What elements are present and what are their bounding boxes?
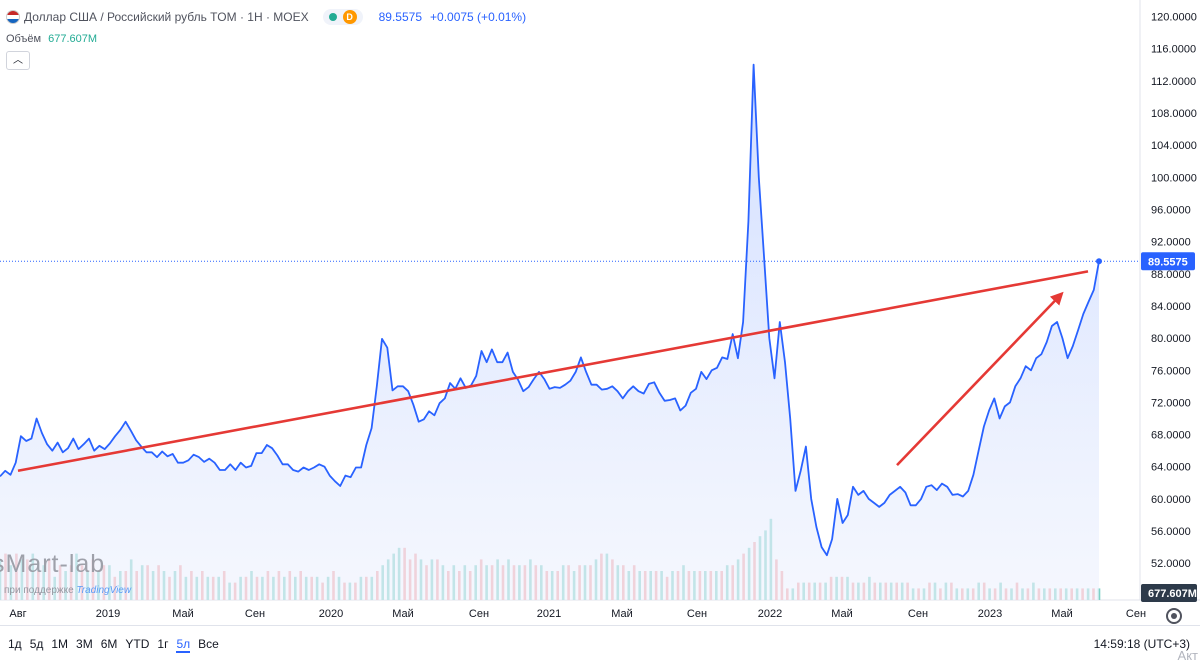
x-tick-label: Сен xyxy=(245,608,265,620)
y-tick-label: 96.0000 xyxy=(1151,204,1191,216)
x-tick-label: Май xyxy=(172,608,194,620)
volume-label: Объём xyxy=(6,33,42,45)
price-series-line xyxy=(0,63,1100,557)
volume-tag-text: 677.607M xyxy=(1148,588,1197,600)
volume-value: 677.607M xyxy=(48,33,98,45)
y-tick-label: 84.0000 xyxy=(1151,301,1191,313)
range-button-1г[interactable]: 1г xyxy=(157,637,169,651)
us-ru-flag-icon xyxy=(6,10,20,24)
y-axis-ticks[interactable]: 120.0000 116.0000 112.0000 108.0000 104.0000… xyxy=(1151,12,1197,571)
x-tick-label: 2022 xyxy=(758,608,782,620)
range-button-Все[interactable]: Все xyxy=(198,637,219,651)
trend-lines[interactable] xyxy=(17,270,1089,473)
powered-by: при поддержке TradingView xyxy=(4,585,131,596)
price-change: +0.0075 (+0.01%) xyxy=(430,10,527,24)
range-button-1д[interactable]: 1д xyxy=(8,637,22,651)
range-selector[interactable]: 1д 5д 1М 3М 6М YTD 1г 5л Все xyxy=(8,637,227,653)
price-area xyxy=(0,64,1099,600)
clock[interactable]: 14:59:18 (UTC+3) xyxy=(1093,637,1190,651)
trend-arrow[interactable] xyxy=(896,291,1064,467)
y-tick-label: 104.0000 xyxy=(1151,140,1197,152)
x-tick-label: Сен xyxy=(687,608,707,620)
volume-legend: Объём 677.607M xyxy=(6,33,97,45)
price-line xyxy=(0,63,1140,557)
y-tick-label: 56.0000 xyxy=(1151,526,1191,538)
x-tick-label: Сен xyxy=(908,608,928,620)
y-tick-label: 72.0000 xyxy=(1151,397,1191,409)
gear-icon[interactable] xyxy=(1166,608,1182,624)
x-tick-label: 2019 xyxy=(96,608,120,620)
y-tick-label: 120.0000 xyxy=(1151,12,1197,24)
y-tick-label: 52.0000 xyxy=(1151,558,1191,570)
y-tick-label: 76.0000 xyxy=(1151,365,1191,377)
y-tick-label: 60.0000 xyxy=(1151,494,1191,506)
range-button-6М[interactable]: 6М xyxy=(100,637,118,651)
last-price-tag xyxy=(1141,252,1195,271)
collapse-legend-button[interactable]: ︿ xyxy=(6,51,30,70)
y-tick-label: 108.0000 xyxy=(1151,108,1197,120)
last-price-labels: 89.5575 677.607M xyxy=(1141,252,1197,602)
x-axis-ticks[interactable]: Авг 2019 Май Сен 2020 Май Сен 2021 Май Сен 2022 Май… xyxy=(9,608,1146,620)
x-tick-label: Май xyxy=(611,608,633,620)
market-status[interactable]: D xyxy=(322,9,363,25)
x-tick-label: Май xyxy=(831,608,853,620)
powered-brand: TradingView xyxy=(76,585,132,596)
x-tick-label: 2020 xyxy=(319,608,343,620)
delay-badge: D xyxy=(342,10,357,24)
x-tick-label: Авг xyxy=(9,608,26,620)
y-tick-label: 64.0000 xyxy=(1151,462,1191,474)
chevron-up-icon: ︿ xyxy=(13,55,23,66)
y-tick-label: 80.0000 xyxy=(1151,333,1191,345)
x-tick-label: Май xyxy=(1051,608,1073,620)
last-price: 89.5575 xyxy=(378,10,423,24)
x-tick-label: 2021 xyxy=(537,608,561,620)
x-tick-label: Сен xyxy=(1126,608,1146,620)
x-tick-label: Май xyxy=(392,608,414,620)
y-tick-label: 68.0000 xyxy=(1151,430,1191,442)
range-button-YTD[interactable]: YTD xyxy=(125,637,150,651)
y-tick-label: 112.0000 xyxy=(1151,76,1196,88)
bottom-toolbar: 1д 5д 1М 3М 6М YTD 1г 5л Все 14:59:18 (UTC+3) xyxy=(0,625,1200,663)
range-button-1М[interactable]: 1М xyxy=(51,637,69,651)
powered-prefix: при поддержке xyxy=(4,585,74,596)
last-price-tag-text: 89.5575 xyxy=(1148,256,1188,268)
price-area-fill xyxy=(0,64,1099,600)
x-tick-label: Сен xyxy=(469,608,489,620)
range-button-5л[interactable]: 5л xyxy=(176,637,191,653)
corner-text: Акт xyxy=(1177,648,1198,663)
market-open-dot-icon xyxy=(328,13,337,21)
volume-tag xyxy=(1141,584,1197,602)
symbol-title[interactable]: Доллар США / Российский рубль TOM · 1H ·… xyxy=(24,10,309,24)
y-tick-label: 116.0000 xyxy=(1151,44,1196,56)
brand-watermark: sMart-lab xyxy=(0,550,106,578)
range-button-3М[interactable]: 3М xyxy=(76,637,93,651)
y-tick-label: 100.0000 xyxy=(1151,172,1197,184)
y-tick-label: 92.0000 xyxy=(1151,237,1191,249)
y-tick-label: 88.0000 xyxy=(1151,269,1191,281)
x-tick-label: 2023 xyxy=(978,608,1002,620)
chart-legend: Доллар США / Российский рубль TOM · 1H ·… xyxy=(0,0,1140,70)
range-button-5д[interactable]: 5д xyxy=(29,637,44,651)
trend-line[interactable] xyxy=(17,270,1089,473)
symbol-title-row[interactable]: Доллар США / Российский рубль TOM · 1H ·… xyxy=(6,9,526,25)
